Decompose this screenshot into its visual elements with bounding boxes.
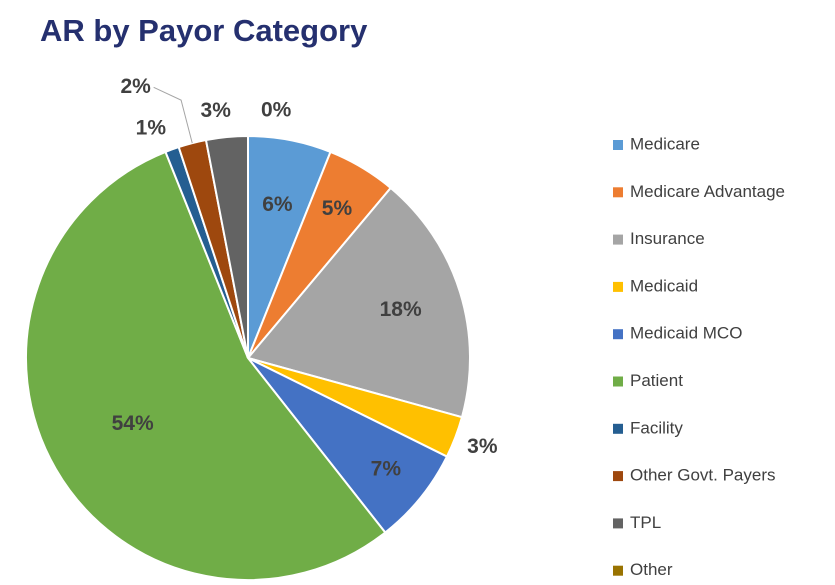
data-label: 2% <box>120 75 151 98</box>
legend-label: Facility <box>630 418 683 437</box>
legend-label: Medicaid <box>630 276 698 295</box>
legend-swatch <box>613 471 623 482</box>
legend-label: Medicaid MCO <box>630 324 742 343</box>
data-label: 7% <box>371 458 402 481</box>
data-label: 6% <box>262 193 293 216</box>
legend-label: TPL <box>630 513 661 532</box>
legend-swatch <box>613 329 623 340</box>
pie-slice <box>246 186 471 419</box>
chart-title: AR by Payor Category <box>40 13 368 48</box>
legend-swatch <box>613 376 623 387</box>
data-label: 3% <box>467 435 498 458</box>
data-label: 0% <box>261 99 292 122</box>
legend-swatch <box>613 234 623 245</box>
leader-line <box>153 86 193 144</box>
legend-swatch <box>613 423 623 434</box>
legend-label: Patient <box>630 371 683 390</box>
legend-swatch <box>613 281 623 292</box>
legend-label: Medicare <box>630 134 700 153</box>
pie-slice <box>25 150 387 581</box>
data-label: 5% <box>322 197 353 220</box>
data-label: 18% <box>380 298 422 321</box>
legend-swatch <box>613 518 623 529</box>
legend-label: Medicare Advantage <box>630 182 785 201</box>
legend-swatch <box>613 140 623 150</box>
legend-label: Insurance <box>630 229 705 248</box>
legend-swatch <box>613 565 623 576</box>
data-label: 54% <box>112 412 154 435</box>
data-label: 1% <box>136 117 167 140</box>
legend-label: Other <box>630 560 673 579</box>
data-label: 3% <box>201 99 232 122</box>
legend-label: Other Govt. Payers <box>630 466 776 485</box>
legend-swatch <box>613 187 623 198</box>
